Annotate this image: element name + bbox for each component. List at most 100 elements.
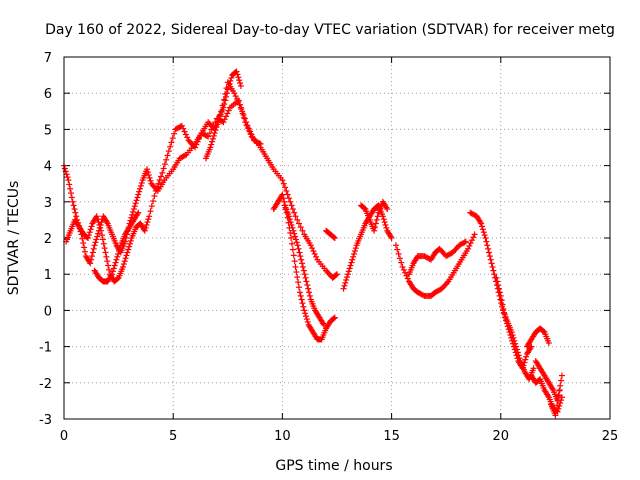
- data-point: [330, 315, 337, 322]
- x-tick-label: 5: [169, 429, 177, 444]
- data-point: [495, 282, 502, 289]
- data-point: [221, 116, 228, 123]
- data-point: [155, 180, 162, 187]
- y-tick-label: 2: [44, 232, 52, 247]
- data-point: [297, 253, 304, 260]
- data-point: [233, 95, 240, 102]
- data-point: [501, 310, 508, 317]
- data-point: [503, 317, 510, 324]
- data-point: [95, 230, 102, 237]
- data-point: [505, 326, 512, 333]
- data-point: [295, 284, 302, 291]
- data-point: [523, 353, 530, 360]
- data-point: [382, 221, 389, 228]
- data-point: [330, 234, 337, 241]
- data-point: [380, 216, 387, 223]
- data-point: [100, 240, 107, 247]
- data-point: [306, 292, 313, 299]
- data-point: [156, 177, 163, 184]
- data-point: [103, 253, 110, 260]
- data-point: [489, 263, 496, 270]
- data-point: [180, 125, 187, 132]
- data-point: [93, 213, 100, 220]
- x-tick-label: 20: [493, 429, 510, 444]
- data-point: [279, 191, 286, 198]
- chart-title: Day 160 of 2022, Sidereal Day-to-day VTE…: [45, 22, 615, 38]
- data-point: [384, 206, 391, 213]
- data-point: [310, 248, 317, 255]
- data-point: [181, 128, 188, 135]
- data-point: [289, 224, 296, 231]
- x-axis-label: GPS time / hours: [275, 458, 392, 474]
- data-point: [212, 127, 219, 134]
- data-point: [109, 271, 116, 278]
- data-point: [211, 130, 218, 137]
- data-point: [94, 233, 101, 240]
- data-point: [496, 289, 503, 296]
- data-point: [510, 340, 517, 347]
- data-point: [85, 232, 92, 239]
- data-point: [232, 93, 239, 100]
- data-point: [295, 220, 302, 227]
- data-point: [320, 321, 327, 328]
- data-point: [142, 224, 149, 231]
- data-point: [348, 259, 355, 266]
- data-point: [105, 266, 112, 273]
- data-point: [145, 216, 152, 223]
- data-point: [479, 226, 486, 233]
- data-point: [486, 253, 493, 260]
- data-point: [81, 248, 88, 255]
- data-point: [161, 161, 168, 168]
- data-point: [129, 211, 136, 218]
- data-point: [381, 219, 388, 226]
- data-point: [210, 132, 217, 139]
- data-point: [300, 267, 307, 274]
- data-point: [61, 165, 68, 172]
- y-tick-label: 7: [44, 51, 52, 66]
- data-point: [91, 242, 98, 249]
- data-point: [148, 203, 155, 210]
- data-point: [112, 259, 119, 266]
- data-point: [220, 104, 227, 111]
- data-point: [143, 221, 150, 228]
- data-point: [231, 90, 238, 97]
- data-point: [331, 235, 338, 241]
- data-point: [119, 263, 126, 270]
- data-point: [552, 412, 559, 419]
- data-point: [399, 263, 406, 270]
- data-point: [88, 253, 95, 260]
- data-point: [203, 132, 210, 139]
- data-point: [68, 194, 75, 201]
- y-tick-label: 1: [44, 268, 52, 283]
- y-tick-label: -1: [39, 341, 52, 356]
- data-point: [224, 110, 231, 117]
- data-point: [420, 292, 427, 299]
- data-point: [491, 271, 498, 278]
- data-point: [297, 224, 304, 231]
- axis-ticks: 0 5 10 15 20 25 -3 -2 -1 0 1 2 3 4 5 6 7: [39, 51, 618, 444]
- data-point: [249, 134, 256, 141]
- data-point: [283, 187, 290, 194]
- data-point: [234, 71, 241, 78]
- data-point: [303, 278, 310, 285]
- data-point: [110, 265, 117, 272]
- data-point: [164, 152, 171, 159]
- data-point: [105, 262, 112, 269]
- data-point: [349, 256, 356, 263]
- data-point: [558, 377, 565, 384]
- data-point: [86, 229, 93, 236]
- data-point: [487, 256, 494, 263]
- data-point: [197, 132, 204, 139]
- data-point: [288, 235, 295, 241]
- data-point: [102, 249, 109, 256]
- data-point: [351, 250, 358, 257]
- data-point: [64, 174, 71, 181]
- data-point: [333, 271, 340, 278]
- data-point: [81, 244, 88, 251]
- data-point: [116, 248, 123, 255]
- data-point: [471, 231, 478, 238]
- data-point: [113, 256, 120, 263]
- data-point: [468, 237, 475, 244]
- data-point: [290, 252, 297, 259]
- data-point: [141, 227, 148, 234]
